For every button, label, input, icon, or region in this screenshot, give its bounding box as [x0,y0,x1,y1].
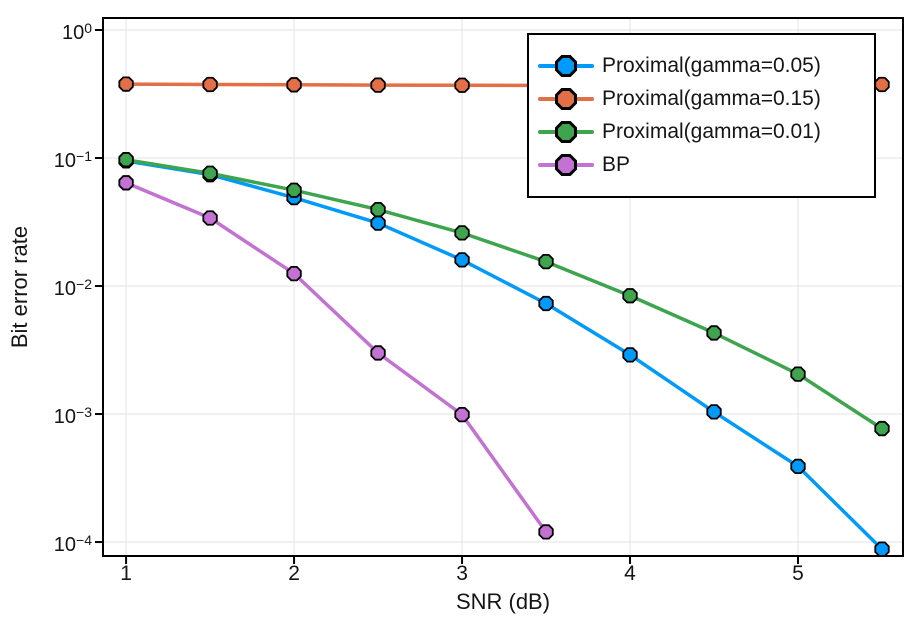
legend-marker-icon [538,54,594,78]
legend-label: Proximal(gamma=0.05) [602,54,821,77]
y-axis-title: Bit error rate [7,225,32,349]
y-tick-base: 10 [53,278,77,301]
octagon-marker-fill [558,157,574,173]
x-axis-title: SNR (dB) [455,589,551,614]
y-tick-base: 10 [53,406,77,429]
legend-entry-bp: BP [538,149,874,182]
octagon-marker-fill [558,124,574,140]
y-tick-label-1e-4: 10−4 [16,529,92,556]
y-tick-label-1e-1: 10−1 [16,145,92,172]
y-tick-exponent: −2 [76,276,92,293]
legend: Proximal(gamma=0.05) Proximal(gamma=0.15… [527,33,876,198]
y-tick-exponent: −3 [76,404,92,421]
x-tick-label-1: 1 [120,562,132,585]
y-tick-label-1e0: 100 [16,17,92,44]
x-tick-label-3: 3 [456,562,468,585]
y-tick-base: 10 [53,150,77,173]
legend-label: BP [602,153,631,176]
legend-marker-icon [538,87,594,111]
legend-entry-proximal-gamma-0.15: Proximal(gamma=0.15) [538,83,874,116]
y-tick-label-1e-2: 10−2 [16,273,92,300]
x-tick-label-5: 5 [792,562,804,585]
octagon-marker-fill [558,58,574,74]
legend-label: Proximal(gamma=0.15) [602,87,821,110]
y-tick-exponent: −1 [76,148,92,165]
y-tick-exponent: −4 [76,532,92,549]
x-tick-label-4: 4 [624,562,636,585]
x-tick-label-2: 2 [288,562,300,585]
octagon-marker-fill [558,91,574,107]
y-tick-label-1e-3: 10−3 [16,401,92,428]
legend-entry-proximal-gamma-0.05: Proximal(gamma=0.05) [538,50,874,83]
y-tick-base: 10 [53,534,77,557]
y-tick-exponent: 0 [84,20,92,37]
legend-marker-icon [538,120,594,144]
legend-marker-icon [538,153,594,177]
y-tick-base: 10 [61,22,85,45]
legend-label: Proximal(gamma=0.01) [602,120,821,143]
legend-entry-proximal-gamma-0.01: Proximal(gamma=0.01) [538,116,874,149]
